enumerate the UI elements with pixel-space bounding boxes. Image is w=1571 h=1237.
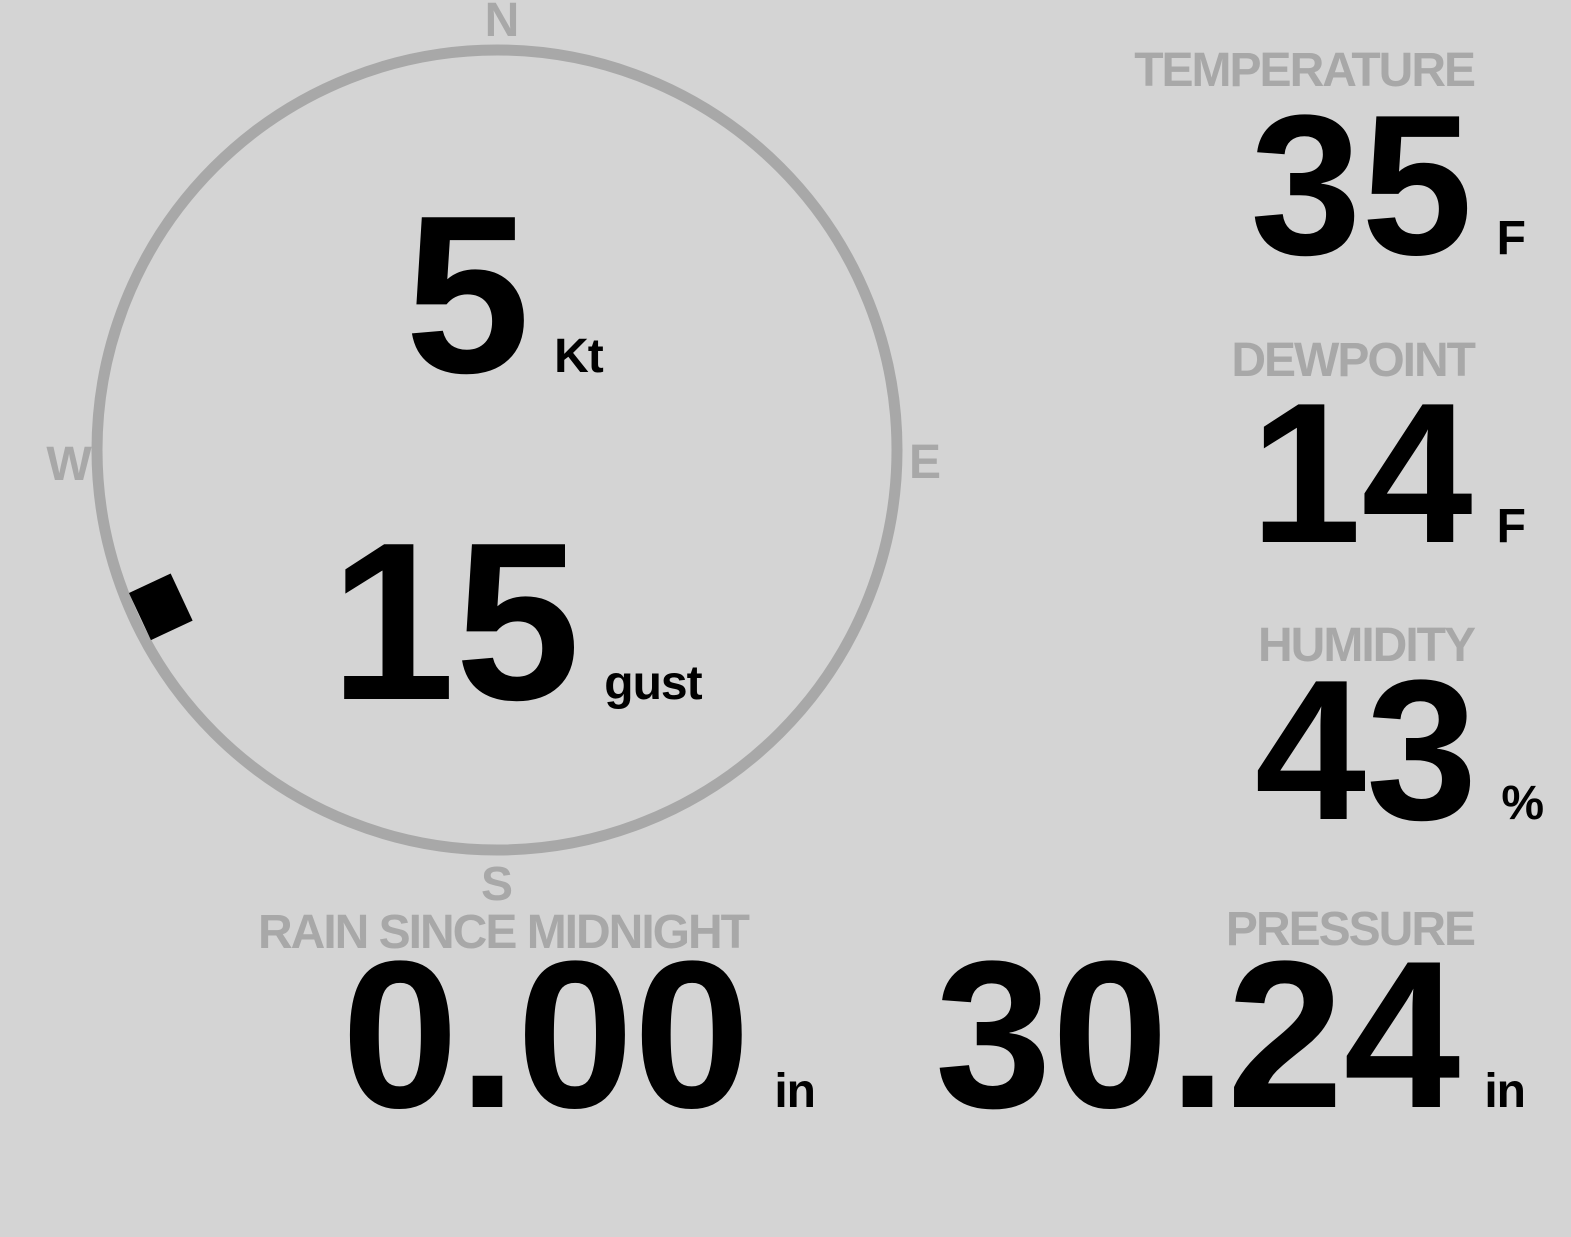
pressure-value: 30.24	[934, 917, 1461, 1152]
wind-speed-unit: Kt	[554, 330, 604, 383]
dewpoint-readout: 14 F	[1250, 362, 1526, 585]
rain-since-midnight-label: RAIN SINCE MIDNIGHT	[258, 906, 750, 959]
temperature-label: TEMPERATURE	[1134, 44, 1476, 97]
humidity-value: 43	[1254, 639, 1478, 862]
humidity-readout: 43 %	[1254, 639, 1544, 862]
pressure-label: PRESSURE	[1225, 903, 1476, 956]
temperature-readout: 35 F	[1250, 74, 1526, 297]
wind-gust-readout: 15 gust	[330, 495, 703, 747]
compass-label-west: W	[46, 438, 92, 491]
rain-since-midnight-value: 0.00	[341, 917, 751, 1152]
pressure-readout: 30.24 in	[934, 917, 1526, 1152]
dewpoint-value: 14	[1250, 362, 1473, 585]
compass-ring	[91, 44, 903, 856]
compass-label-east: E	[908, 436, 942, 489]
pressure-unit: in	[1484, 1065, 1526, 1118]
humidity-label: HUMIDITY	[1258, 619, 1476, 672]
wind-gust-value: 15	[330, 495, 581, 747]
rain-since-midnight-readout: 0.00 in	[341, 917, 816, 1152]
temperature-unit: F	[1496, 212, 1526, 265]
wind-speed-value: 5	[405, 168, 531, 420]
wind-gust-unit: gust	[604, 657, 702, 710]
wind-speed-readout: 5 Kt	[405, 168, 604, 420]
compass-label-north: N	[484, 0, 520, 47]
wind-direction-marker	[128, 573, 193, 641]
compass-label-south: S	[480, 858, 514, 911]
dewpoint-label: DEWPOINT	[1231, 334, 1476, 387]
rain-since-midnight-unit: in	[774, 1065, 816, 1118]
humidity-unit: %	[1501, 777, 1544, 830]
dewpoint-unit: F	[1496, 500, 1526, 553]
temperature-value: 35	[1250, 74, 1473, 297]
